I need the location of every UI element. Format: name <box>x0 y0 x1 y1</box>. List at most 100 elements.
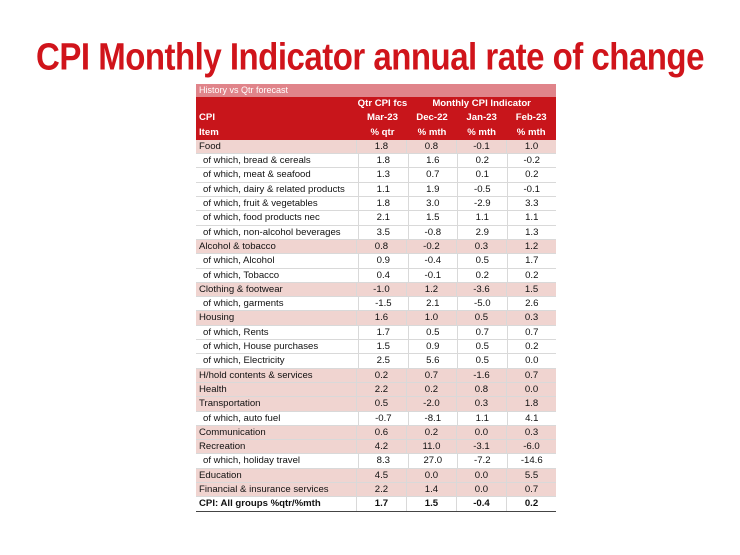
table-row: Financial & insurance services 2.2 1.4 0.0 0… <box>196 483 556 498</box>
value-cell: 4.5 <box>357 468 407 483</box>
header-row-2: CPI Mar-23 Dec-22 Jan-23 Feb-23 <box>196 111 556 125</box>
value-cell: -1.6 <box>457 368 507 382</box>
value-cell: 2.9 <box>458 225 508 239</box>
value-cell: -8.1 <box>409 411 459 425</box>
value-cell: -0.4 <box>457 497 507 511</box>
value-cell: -2.9 <box>458 197 508 211</box>
header-cell: Mar-23 <box>366 112 398 124</box>
value-cell: 0.7 <box>525 326 539 338</box>
header-cell: % mth <box>467 126 496 138</box>
table-row: of which, meat & seafood 1.3 0.7 0.1 0.2 <box>196 168 556 183</box>
header-cell: Dec-22 <box>416 112 448 124</box>
table-row: of which, auto fuel -0.7 -8.1 1.1 4.1 <box>196 411 556 426</box>
value-cell: 1.3 <box>359 168 409 182</box>
value-cell: -7.2 <box>458 454 508 468</box>
value-cell: -3.6 <box>457 282 507 297</box>
value-cell: 1.4 <box>407 483 457 497</box>
value-cell: 0.5 <box>458 340 508 354</box>
value-cell: 4.1 <box>525 412 539 424</box>
header-cell: CPI <box>199 112 215 124</box>
value-cell: 0.0 <box>525 355 539 367</box>
table-row: Health 2.2 0.2 0.8 0.0 <box>196 382 556 398</box>
table-row: of which, fruit & vegetables 1.8 3.0 -2.9 3.… <box>196 197 556 212</box>
row-label: of which, non-alcohol beverages <box>196 225 360 239</box>
row-label: Education <box>196 468 357 483</box>
header-group-label: Monthly CPI Indicator <box>432 98 531 109</box>
table-row: of which, garments -1.5 2.1 -5.0 2.6 <box>196 297 556 312</box>
table-row: of which, non-alcohol beverages 3.5 -0.8 2.… <box>196 225 556 240</box>
row-label: of which, bread & cereals <box>196 154 360 168</box>
row-label: Financial & insurance services <box>196 483 357 497</box>
value-cell: -1.0 <box>357 282 407 297</box>
value-cell: 0.5 <box>458 354 508 368</box>
value-cell: 1.1 <box>458 411 508 425</box>
header-cell: % qtr <box>370 126 395 138</box>
value-cell: 0.3 <box>524 312 539 324</box>
value-cell: 0.2 <box>407 382 457 397</box>
table-row: of which, Electricity 2.5 5.6 0.5 0.0 <box>196 354 556 369</box>
value-cell: 0.3 <box>524 426 539 438</box>
cpi-table: History vs Qtr forecast Qtr CPI fcs Mont… <box>196 84 556 512</box>
value-cell: 0.0 <box>457 468 507 483</box>
value-cell: 1.6 <box>409 154 459 168</box>
table-row: of which, Alcohol 0.9 -0.4 0.5 1.7 <box>196 254 556 269</box>
value-cell: -0.1 <box>409 268 459 282</box>
table-row: Food 1.8 0.8 -0.1 1.0 <box>196 139 556 155</box>
value-cell: 0.2 <box>357 368 407 382</box>
value-cell: 3.3 <box>525 198 539 210</box>
value-cell: 0.4 <box>359 268 409 282</box>
value-cell: 1.6 <box>357 311 407 325</box>
value-cell: 8.3 <box>359 454 409 468</box>
table-header: History vs Qtr forecast Qtr CPI fcs Mont… <box>196 84 556 140</box>
value-cell: -2.0 <box>407 397 457 411</box>
value-cell: 0.8 <box>407 139 457 154</box>
value-cell: 2.5 <box>359 354 409 368</box>
value-cell: -5.0 <box>458 297 508 311</box>
value-cell: 1.8 <box>524 398 539 410</box>
value-cell: 1.2 <box>524 240 539 252</box>
row-label: of which, auto fuel <box>196 411 360 425</box>
row-label: CPI: All groups %qtr/%mth <box>196 497 357 511</box>
header-cell: Feb-23 <box>515 112 547 124</box>
row-label: Transportation <box>196 397 357 411</box>
table-row: Transportation 0.5 -2.0 0.3 1.8 <box>196 397 556 412</box>
value-cell: -0.5 <box>458 182 508 197</box>
table-row: Recreation 4.2 11.0 -3.1 -6.0 <box>196 440 556 455</box>
header-row-3: Item % qtr % mth % mth % mth <box>196 126 556 140</box>
value-cell: -0.1 <box>523 183 541 195</box>
value-cell: 5.5 <box>524 469 539 481</box>
row-label: of which, fruit & vegetables <box>196 197 360 211</box>
value-cell: 1.5 <box>524 283 539 295</box>
table-row: of which, dairy & related products 1.1 1.9… <box>196 182 556 198</box>
row-label: Health <box>196 382 357 397</box>
table-row: Education 4.5 0.0 0.0 5.5 <box>196 468 556 484</box>
value-cell: 27.0 <box>409 454 459 468</box>
table-row: of which, Tobacco 0.4 -0.1 0.2 0.2 <box>196 268 556 283</box>
value-cell: 1.5 <box>359 340 409 354</box>
row-label: Housing <box>196 311 357 325</box>
row-label: Recreation <box>196 440 357 454</box>
header-cell: Item <box>199 126 219 138</box>
value-cell: 0.5 <box>457 311 507 325</box>
value-cell: -6.0 <box>523 441 540 453</box>
value-cell: 0.2 <box>525 269 539 281</box>
value-cell: 0.2 <box>458 154 508 168</box>
value-cell: 1.7 <box>359 325 409 340</box>
value-cell: 1.8 <box>357 139 407 154</box>
page-title: CPI Monthly Indicator annual rate of cha… <box>36 35 704 78</box>
value-cell: -1.5 <box>359 297 409 311</box>
value-cell: 1.8 <box>359 197 409 211</box>
value-cell: 1.2 <box>407 282 457 297</box>
value-cell: 5.6 <box>409 354 459 368</box>
value-cell: 1.7 <box>525 255 539 267</box>
table-row: Housing 1.6 1.0 0.5 0.3 <box>196 311 556 326</box>
value-cell: 0.0 <box>457 425 507 440</box>
value-cell: 0.2 <box>458 268 508 282</box>
value-cell: -0.2 <box>407 239 457 254</box>
value-cell: 0.7 <box>524 484 539 496</box>
value-cell: 1.5 <box>409 211 459 225</box>
table-row: Communication 0.6 0.2 0.0 0.3 <box>196 425 556 441</box>
header-top-label: History vs Qtr forecast <box>196 84 556 97</box>
value-cell: 0.9 <box>359 254 409 268</box>
value-cell: 0.6 <box>357 425 407 440</box>
